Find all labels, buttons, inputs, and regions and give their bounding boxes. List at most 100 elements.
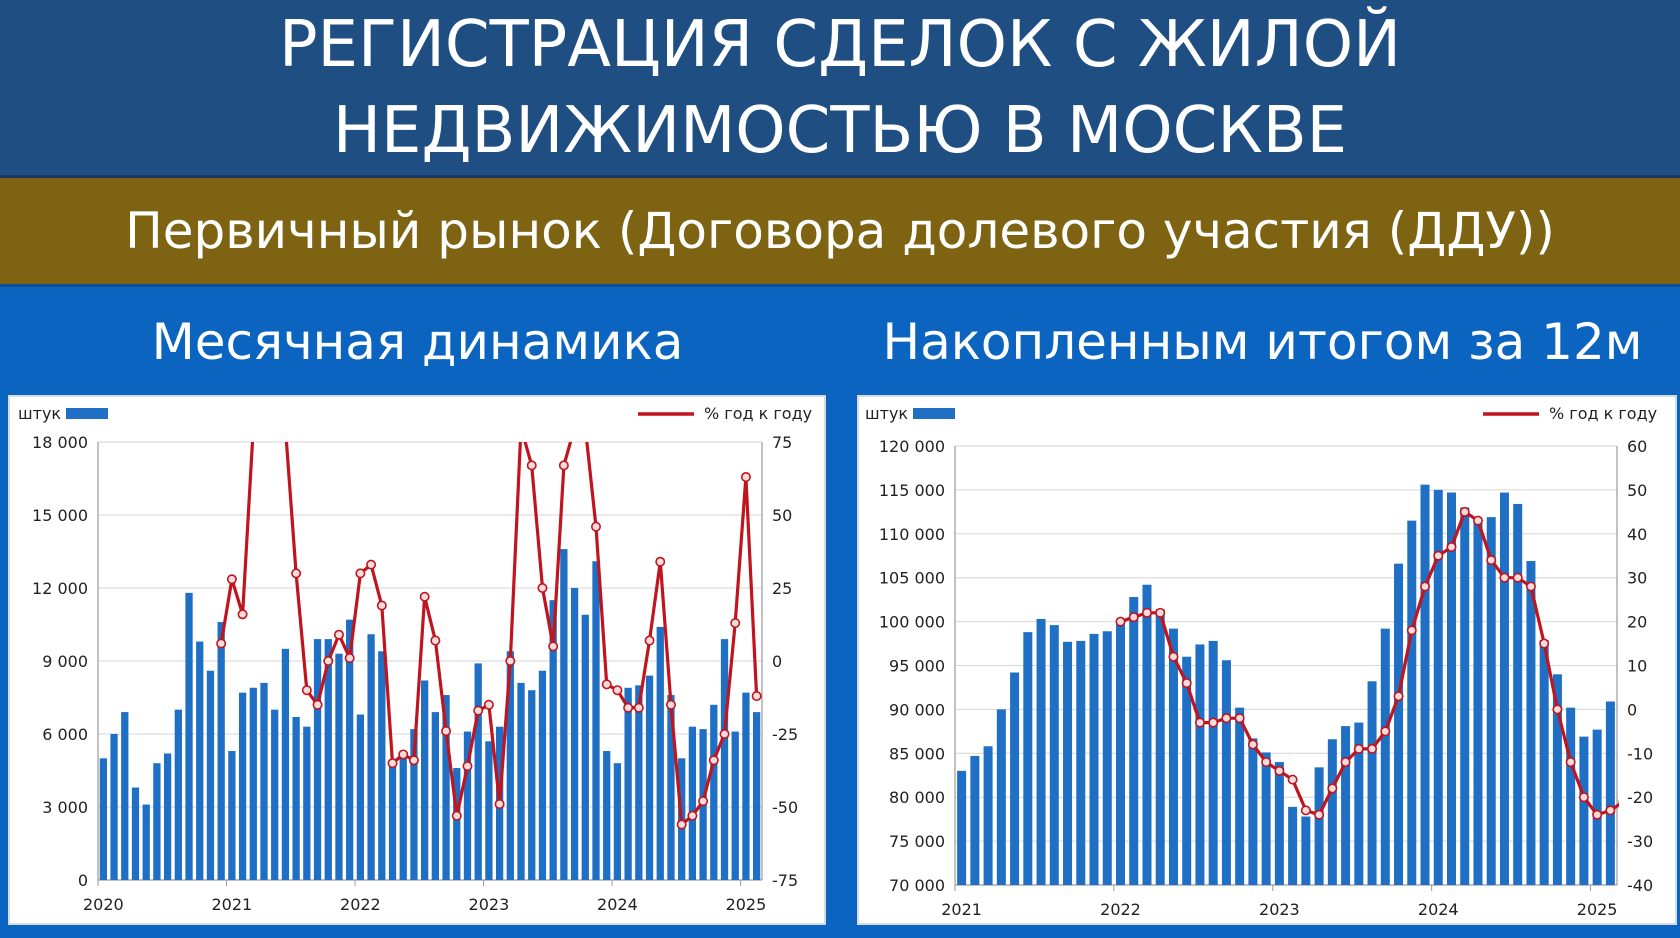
bar [1301, 816, 1311, 885]
bar [549, 600, 557, 880]
bar [592, 561, 600, 880]
bar [324, 639, 332, 880]
y-right-tick-label: 50 [1627, 481, 1647, 500]
yoy-marker [570, 423, 578, 431]
yoy-marker [312, 699, 323, 710]
bar [1208, 640, 1218, 885]
bar [356, 714, 365, 880]
bar [1155, 609, 1165, 885]
left-chart-heading: Месячная динамика [151, 313, 684, 371]
page-title-line-1: РЕГИСТРАЦИЯ СДЕЛОК С ЖИЛОЙ [278, 7, 1402, 82]
y-right-tick-label: 50 [772, 506, 792, 525]
y-right-tick-label: -25 [772, 725, 798, 744]
yoy-marker [260, 423, 268, 431]
y-left-tick-label: 3 000 [42, 798, 88, 817]
bar [656, 626, 664, 880]
y-left-tick-label: 105 000 [879, 569, 945, 588]
yoy-marker [1552, 704, 1563, 715]
legend-bar-swatch [913, 408, 955, 419]
y-right-tick-label: -20 [1627, 788, 1653, 807]
bar [1354, 722, 1364, 885]
bar [421, 680, 429, 880]
bar [1526, 561, 1536, 885]
yoy-marker [1274, 765, 1285, 776]
yoy-marker [1155, 607, 1166, 618]
y-left-tick-label: 85 000 [889, 744, 945, 763]
bar [560, 549, 568, 880]
yoy-marker [558, 460, 569, 471]
yoy-marker [494, 799, 505, 810]
y-left-tick-label: 0 [78, 871, 88, 890]
y-left-tick-label: 12 000 [32, 579, 88, 598]
bar [1142, 584, 1152, 885]
yoy-marker [441, 726, 452, 737]
y-right-tick-label: 60 [1627, 437, 1647, 456]
yoy-line-group [1115, 506, 1619, 820]
bar [292, 716, 300, 880]
yoy-marker [1327, 783, 1338, 794]
bar [1552, 674, 1562, 885]
page-subtitle: Первичный рынок (Договора долевого участ… [125, 202, 1555, 260]
y-right-tick-label: -40 [1627, 876, 1653, 895]
bar [635, 685, 643, 880]
yoy-marker [526, 460, 537, 471]
yoy-marker [1208, 717, 1219, 728]
yoy-marker [366, 559, 377, 570]
yoy-marker [1128, 612, 1139, 623]
bar [174, 709, 182, 880]
monthly-chart-panel: 18 000 75 15 000 50 12 000 25 9 000 0 6 000 -25 3 … [8, 395, 826, 925]
bar [367, 634, 375, 880]
bar [1129, 597, 1139, 885]
bar [1566, 707, 1576, 885]
bar [710, 704, 718, 880]
yoy-marker [249, 423, 257, 431]
yoy-marker [1194, 717, 1205, 728]
bar [378, 651, 386, 880]
yoy-marker [462, 761, 473, 772]
bar [506, 651, 514, 880]
bar [1102, 631, 1112, 885]
yoy-marker [1459, 506, 1470, 517]
legend-bar-label: штук [865, 404, 908, 423]
bar [142, 804, 150, 880]
bar [613, 763, 622, 880]
bar [335, 653, 343, 880]
yoy-marker [1578, 792, 1589, 803]
yoy-marker [590, 521, 601, 532]
y-left-tick-label: 100 000 [879, 613, 945, 632]
bar [485, 741, 493, 880]
x-tick-label: 2025 [726, 895, 767, 914]
bar [1513, 503, 1523, 885]
bar [260, 682, 268, 880]
bar [1420, 484, 1430, 885]
y-right-tick-label: 0 [1627, 700, 1637, 719]
y-left-tick-label: 120 000 [879, 437, 945, 456]
yoy-marker [237, 609, 248, 620]
x-tick-label: 2023 [1259, 900, 1300, 919]
bar [271, 709, 279, 880]
bar [1261, 752, 1271, 885]
bar [313, 639, 322, 880]
bar [303, 726, 311, 880]
bar [1221, 660, 1231, 885]
yoy-marker [1168, 651, 1179, 662]
x-tick-label: 2021 [212, 895, 253, 914]
bar [970, 755, 980, 885]
y-right-tick-label: -75 [772, 871, 798, 890]
y-left-tick-label: 80 000 [889, 788, 945, 807]
bar [388, 765, 397, 880]
yoy-marker [344, 653, 355, 664]
yoy-marker [398, 749, 409, 760]
y-left-tick-label: 110 000 [879, 525, 945, 544]
yoy-marker [1499, 572, 1510, 583]
bar [1036, 618, 1046, 885]
y-right-tick-label: -30 [1627, 832, 1653, 851]
yoy-marker [1141, 607, 1152, 618]
yoy-marker [751, 691, 762, 702]
y-left-tick-label: 18 000 [32, 433, 88, 452]
yoy-line-group [216, 423, 762, 830]
yoy-marker [1234, 713, 1245, 724]
bar [1499, 492, 1509, 885]
yoy-marker [1592, 809, 1603, 820]
y-left-tick-label: 115 000 [879, 481, 945, 500]
